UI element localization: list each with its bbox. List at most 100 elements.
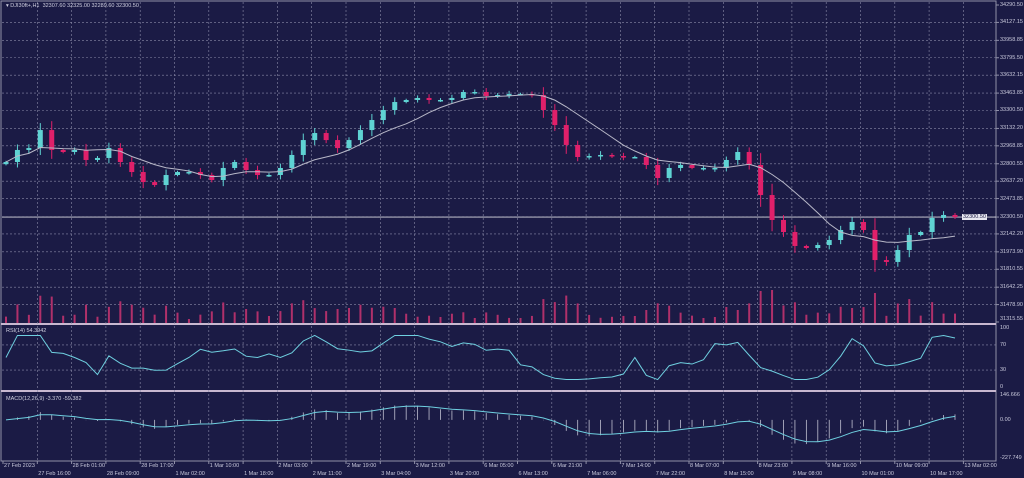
price-axis-label: 33958.85 — [1000, 37, 1023, 44]
time-axis-label: 10 Mar 01:00 — [861, 471, 894, 477]
bull-candle — [312, 133, 318, 141]
time-axis-label: 6 Mar 21:00 — [552, 463, 583, 469]
volume-bar — [73, 314, 76, 323]
time-axis-label: 1 Mar 10:00 — [209, 463, 240, 469]
time-axis-label: 8 Mar 23:00 — [758, 463, 788, 469]
volume-bar — [222, 302, 225, 323]
volume-bar — [393, 308, 396, 323]
bear-candle — [952, 214, 958, 218]
bear-candle — [575, 144, 581, 158]
bull-candle — [300, 140, 306, 155]
bull-candle — [380, 110, 386, 121]
volume-bar — [199, 314, 202, 323]
bull-candle — [895, 250, 901, 262]
rsi-axis-label: 0 — [1000, 384, 1004, 390]
time-axis-label: 3 Mar 20:00 — [449, 471, 480, 477]
volume-bar — [919, 315, 922, 323]
time-axis-label: 8 Mar 07:00 — [690, 463, 720, 469]
volume-bar — [27, 314, 30, 323]
price-axis-label: 32300.50 — [1000, 214, 1023, 221]
volume-bar — [668, 305, 671, 323]
triangle-down-icon[interactable]: ▾ — [6, 3, 11, 9]
bear-candle — [620, 156, 626, 158]
volume-bar — [576, 303, 579, 323]
time-axis-label: 13 Mar 02:00 — [964, 463, 997, 469]
price-axis-label: 33795.50 — [1000, 54, 1023, 61]
symbol-header: ▾ DJI30ft+,H1 32307.60 32325.00 32289.60… — [6, 3, 139, 9]
volume-bar — [839, 306, 842, 323]
bull-candle — [723, 159, 729, 168]
volume-bar — [416, 316, 419, 323]
volume-bar — [588, 314, 591, 323]
bull-candle — [700, 167, 706, 170]
bull-candle — [37, 130, 43, 149]
volume-bar — [233, 312, 236, 323]
volume-bar — [325, 311, 328, 323]
price-axis-label: 32800.55 — [1000, 160, 1023, 167]
bull-candle — [357, 130, 363, 141]
volume-bar — [485, 312, 488, 323]
bear-candle — [60, 149, 66, 152]
price-axis-label: 31478.90 — [1000, 301, 1023, 308]
volume-bar — [748, 303, 751, 323]
volume-bar — [508, 317, 511, 323]
volume-bar — [633, 316, 636, 323]
volume-bar — [736, 310, 739, 323]
volume-bar — [645, 310, 648, 323]
bull-candle — [666, 167, 672, 178]
volume-bar — [599, 317, 602, 323]
volume-bar — [530, 315, 533, 323]
volume-bar — [165, 305, 168, 323]
bear-candle — [197, 172, 203, 176]
time-axis-label: 3 Mar 12:00 — [415, 463, 445, 469]
bear-candle — [323, 133, 329, 141]
bear-candle — [563, 125, 569, 145]
volume-bar — [542, 299, 545, 323]
volume-bar — [828, 313, 831, 323]
macd-axis-label: 0.00 — [1000, 416, 1011, 423]
volume-bar — [85, 304, 88, 323]
bear-candle — [746, 151, 752, 165]
volume-bar — [176, 312, 179, 323]
volume-bar — [256, 311, 259, 323]
rsi-axis-label: 70 — [1000, 341, 1007, 348]
bear-candle — [83, 149, 89, 160]
time-axis-label: 28 Feb 01:00 — [72, 463, 106, 469]
bull-candle — [3, 162, 9, 165]
bear-candle — [609, 154, 615, 157]
volume-bar — [759, 291, 762, 323]
bear-candle — [335, 140, 341, 149]
bear-candle — [803, 245, 809, 249]
volume-bar — [942, 313, 945, 323]
time-axis-label: 28 Feb 09:00 — [106, 471, 140, 477]
moving-average-line — [5, 94, 956, 243]
price-axis-label: 34290.50 — [1000, 2, 1023, 8]
volume-bar — [691, 315, 694, 323]
bear-candle — [129, 162, 135, 173]
rsi-line — [5, 334, 956, 381]
bull-candle — [495, 94, 501, 97]
volume-bar — [348, 308, 351, 323]
bull-candle — [735, 151, 741, 160]
volume-bar — [439, 317, 442, 323]
time-axis-label: 27 Feb 16:00 — [38, 471, 71, 477]
bull-candle — [678, 164, 684, 168]
bull-candle — [289, 154, 295, 168]
bull-candle — [712, 167, 718, 170]
volume-bar — [5, 316, 7, 323]
bear-candle — [540, 94, 546, 111]
bull-candle — [346, 140, 352, 149]
bear-candle — [483, 92, 489, 97]
volume-bar — [713, 317, 716, 323]
bull-candle — [472, 92, 478, 94]
bull-candle — [163, 175, 169, 186]
plot-frame — [0, 0, 997, 462]
rsi-title: RSI(14) 54.3942 — [6, 328, 47, 334]
volume-bar — [370, 307, 373, 323]
volume-bar — [130, 304, 133, 323]
macd-signal-line — [5, 405, 956, 443]
time-axis-label: 10 Mar 17:00 — [930, 471, 963, 477]
bull-candle — [266, 175, 272, 177]
price-axis-label: 33632.15 — [1000, 72, 1023, 79]
